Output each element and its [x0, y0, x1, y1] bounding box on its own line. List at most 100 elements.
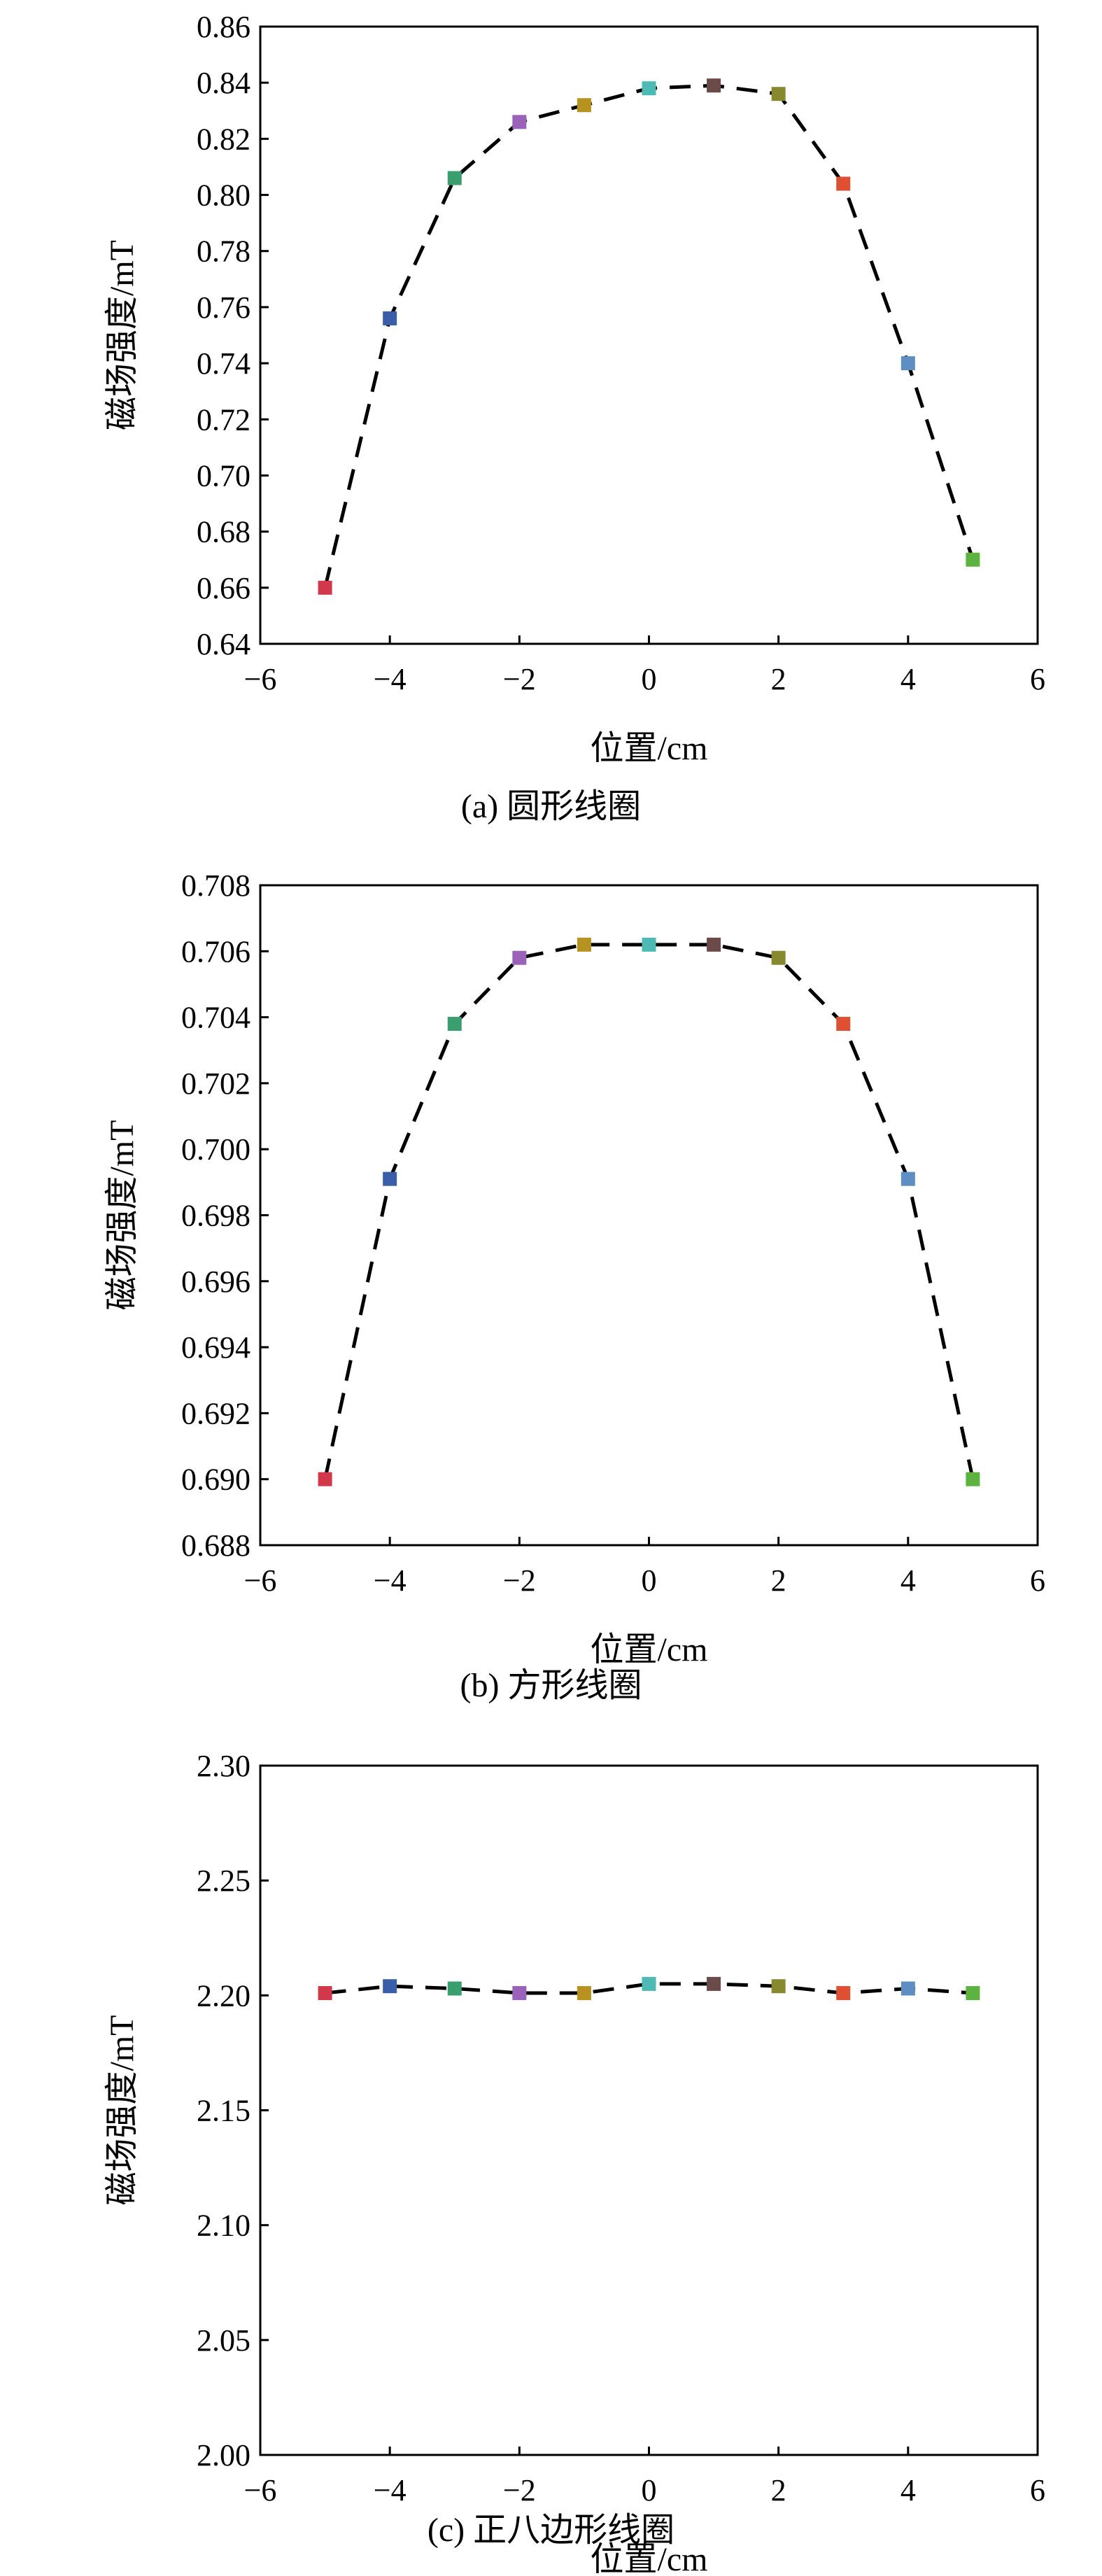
x-tick-label: −2 [503, 2473, 536, 2507]
x-axis-title: 位置/cm [591, 1631, 708, 1668]
y-tick-label: 0.696 [181, 1265, 250, 1299]
y-tick-label: 0.74 [197, 346, 250, 381]
data-point [836, 1986, 851, 2001]
data-point [447, 1017, 462, 1032]
series-line [325, 1982, 973, 1995]
y-tick-label: 2.20 [197, 1978, 250, 2013]
y-tick-label: 0.70 [197, 458, 250, 493]
data-point [447, 1981, 462, 1996]
y-tick-label: 2.25 [197, 1864, 250, 1898]
x-tick-label: −6 [244, 1563, 277, 1598]
data-point [512, 1986, 527, 2001]
series-line [323, 83, 975, 589]
x-tick-label: 0 [642, 2473, 657, 2507]
data-point [642, 937, 656, 952]
y-tick-label: 0.688 [181, 1528, 250, 1563]
series-line [323, 943, 975, 1480]
x-tick-label: 4 [900, 2473, 916, 2507]
chart-panel-c: 2.00 2.05 2.10 2.15 2.20 2.25 2.30 −6 −4 −2 0 2 4 6 位置… [0, 1743, 1102, 2576]
y-tick-label: 0.68 [197, 515, 250, 549]
data-point [836, 176, 851, 191]
data-point [383, 1171, 397, 1186]
chart-b-svg: 0.688 0.690 0.692 0.694 0.696 0.698 0.700 0.702… [104, 868, 1045, 1668]
y-tick-label: 0.708 [181, 868, 250, 903]
data-point [318, 580, 332, 595]
data-point [383, 311, 397, 325]
y-tick-label: 0.704 [181, 1001, 250, 1035]
data-point [707, 1976, 721, 1991]
data-point [642, 81, 656, 96]
data-point [318, 1472, 332, 1486]
chart-a-svg: 0.64 0.66 0.68 0.70 0.72 0.74 0.76 0.78 0.80 0.82… [104, 10, 1045, 767]
data-point [900, 1981, 915, 1996]
data-point [966, 552, 980, 567]
x-tick-label: 2 [771, 2473, 786, 2507]
x-axis-title: 位置/cm [591, 2541, 708, 2576]
x-tick-label: −2 [503, 662, 536, 696]
data-point [577, 98, 591, 113]
x-tick-label: 0 [642, 662, 657, 696]
y-tick-label: 0.82 [197, 122, 250, 156]
chart-c-caption: (c) 正八边形线圈 [427, 2512, 675, 2549]
x-tick-label: 0 [642, 1563, 657, 1598]
y-tick-label: 2.05 [197, 2323, 250, 2358]
y-tick-label: 2.30 [197, 1749, 250, 1783]
data-point [642, 1976, 656, 1991]
chart-a-plot-frame [259, 25, 1039, 645]
y-tick-label: 0.66 [197, 571, 250, 605]
y-tick-label: 0.76 [197, 290, 250, 325]
data-point [577, 1986, 591, 2001]
y-tick-label: 2.15 [197, 2094, 250, 2128]
x-tick-label: 6 [1030, 1563, 1045, 1598]
x-tick-label: −4 [374, 2473, 407, 2507]
y-tick-label: 2.10 [197, 2209, 250, 2243]
x-tick-label: −4 [374, 1563, 407, 1598]
data-point [512, 115, 527, 129]
y-tick-label: 0.700 [181, 1132, 250, 1167]
data-point [836, 1017, 851, 1032]
y-tick-label: 0.698 [181, 1199, 250, 1233]
x-tick-label: 2 [771, 1563, 786, 1598]
data-point [900, 356, 915, 371]
y-axis-title: 磁场强度/mT [104, 240, 141, 430]
x-tick-label: −6 [244, 2473, 277, 2507]
chart-panel-b: 0.688 0.690 0.692 0.694 0.696 0.698 0.700 0.702… [0, 861, 1102, 1743]
x-tick-label: −4 [374, 662, 407, 696]
data-point [707, 937, 721, 952]
chart-c-svg: 2.00 2.05 2.10 2.15 2.20 2.25 2.30 −6 −4 −2 0 2 4 6 位置… [104, 1749, 1045, 2576]
y-tick-label: 0.84 [197, 66, 250, 100]
data-point [771, 87, 786, 101]
data-point [771, 1979, 786, 1994]
y-tick-label: 2.00 [197, 2438, 250, 2472]
data-point [707, 78, 721, 93]
x-tick-label: −2 [503, 1563, 536, 1598]
y-tick-label: 0.706 [181, 934, 250, 969]
data-point [318, 1986, 332, 2001]
y-tick-label: 0.86 [197, 10, 250, 44]
y-tick-label: 0.78 [197, 234, 250, 269]
chart-b-caption: (b) 方形线圈 [460, 1667, 642, 1704]
y-tick-label: 0.692 [181, 1396, 250, 1430]
chart-c-plot-frame [259, 1764, 1039, 2456]
x-tick-label: 6 [1030, 662, 1045, 696]
data-point [966, 1986, 980, 2001]
chart-panel-a: 0.64 0.66 0.68 0.70 0.72 0.74 0.76 0.78 0.80 0.82… [0, 0, 1102, 861]
x-tick-label: 6 [1030, 2473, 1045, 2507]
data-point [447, 171, 462, 185]
x-tick-label: −6 [244, 662, 277, 696]
y-tick-label: 0.80 [197, 178, 250, 213]
chart-a-caption: (a) 圆形线圈 [460, 788, 642, 825]
x-tick-label: 2 [771, 662, 786, 696]
y-tick-label: 0.690 [181, 1463, 250, 1497]
y-tick-label: 0.72 [197, 402, 250, 437]
data-point [900, 1171, 915, 1186]
data-point [383, 1979, 397, 1994]
y-tick-label: 0.702 [181, 1067, 250, 1101]
data-point [512, 950, 527, 965]
y-tick-label: 0.694 [181, 1330, 250, 1365]
data-point [771, 950, 786, 965]
chart-b-plot-frame [259, 884, 1039, 1547]
x-axis-title: 位置/cm [591, 730, 708, 767]
x-tick-label: 4 [900, 662, 916, 696]
y-tick-label: 0.64 [197, 627, 250, 661]
